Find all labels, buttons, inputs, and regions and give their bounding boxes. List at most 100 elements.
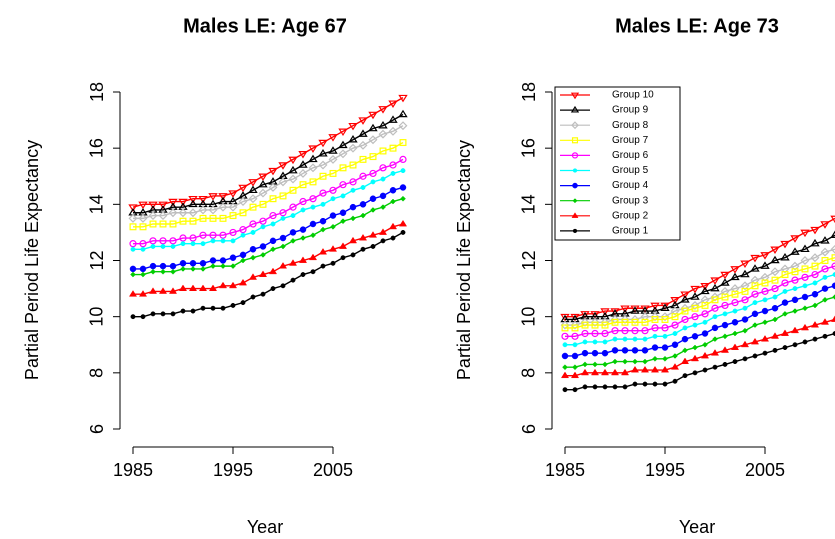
- point: [712, 336, 718, 343]
- point: [170, 268, 176, 275]
- point: [661, 315, 669, 323]
- point: [130, 246, 136, 252]
- point: [682, 347, 688, 354]
- point: [760, 335, 770, 342]
- point: [670, 306, 680, 316]
- point: [240, 300, 246, 306]
- point: [338, 128, 348, 137]
- point: [298, 256, 308, 263]
- point: [600, 368, 610, 376]
- point: [711, 304, 719, 312]
- point: [792, 342, 798, 348]
- point: [591, 321, 599, 329]
- point: [220, 263, 226, 269]
- point: [180, 266, 186, 272]
- point: [208, 193, 218, 201]
- point: [810, 226, 820, 235]
- point: [800, 323, 810, 331]
- series-line: [565, 318, 835, 377]
- point: [200, 266, 206, 272]
- point: [379, 164, 387, 172]
- point: [792, 308, 798, 314]
- point: [258, 270, 268, 277]
- point: [560, 371, 570, 379]
- point: [561, 352, 569, 360]
- point: [238, 278, 248, 286]
- point: [389, 161, 397, 169]
- legend-label: Group 10: [612, 90, 654, 101]
- point: [399, 155, 407, 163]
- point: [621, 347, 629, 354]
- y-tick-label: 18: [87, 82, 107, 102]
- point: [642, 358, 648, 365]
- point: [791, 296, 799, 304]
- point: [692, 344, 698, 351]
- point: [660, 303, 670, 312]
- point: [690, 354, 700, 362]
- series-line: [565, 296, 835, 368]
- point: [620, 315, 630, 324]
- point: [250, 294, 256, 300]
- point: [752, 353, 758, 359]
- point: [771, 304, 779, 312]
- point: [630, 315, 640, 324]
- point: [378, 106, 388, 114]
- point: [190, 308, 196, 314]
- point: [661, 324, 669, 332]
- point: [830, 215, 835, 224]
- point: [751, 310, 759, 318]
- legend-label: Group 7: [612, 135, 649, 146]
- series-line: [565, 265, 835, 338]
- point: [130, 314, 136, 320]
- point: [380, 238, 386, 244]
- point: [318, 248, 328, 255]
- x-tick-label: 2005: [313, 460, 353, 480]
- point: [622, 358, 628, 365]
- point: [711, 324, 719, 332]
- point: [329, 212, 337, 219]
- point: [270, 286, 276, 292]
- point: [370, 179, 376, 185]
- point: [771, 284, 779, 293]
- point: [691, 333, 699, 340]
- point: [691, 304, 699, 312]
- point: [750, 275, 760, 285]
- point: [160, 244, 166, 249]
- point: [250, 229, 256, 235]
- point: [772, 347, 778, 353]
- point: [681, 315, 689, 324]
- point: [730, 284, 740, 294]
- point: [570, 320, 580, 330]
- point: [681, 307, 689, 315]
- point: [831, 282, 835, 290]
- point: [710, 277, 720, 285]
- point: [641, 318, 649, 326]
- point: [168, 208, 178, 218]
- point: [240, 232, 246, 238]
- point: [198, 195, 208, 204]
- point: [399, 184, 407, 191]
- point: [290, 237, 296, 244]
- point: [228, 281, 238, 289]
- point: [631, 347, 639, 354]
- point: [139, 240, 147, 248]
- point: [248, 179, 258, 187]
- point: [790, 261, 800, 271]
- point: [800, 229, 810, 238]
- point: [612, 358, 618, 365]
- point: [188, 208, 198, 218]
- point: [158, 201, 168, 210]
- point: [811, 290, 819, 298]
- point: [592, 361, 598, 368]
- point: [672, 353, 678, 359]
- point: [338, 140, 348, 149]
- series-line: [133, 198, 404, 276]
- panel: Males LE: Age 67 Year Partial Period Life …: [22, 15, 408, 537]
- point: [260, 224, 266, 230]
- point: [752, 300, 758, 306]
- point: [761, 287, 769, 295]
- point: [820, 236, 830, 244]
- point: [350, 187, 356, 193]
- y-tick-label: 6: [519, 424, 539, 434]
